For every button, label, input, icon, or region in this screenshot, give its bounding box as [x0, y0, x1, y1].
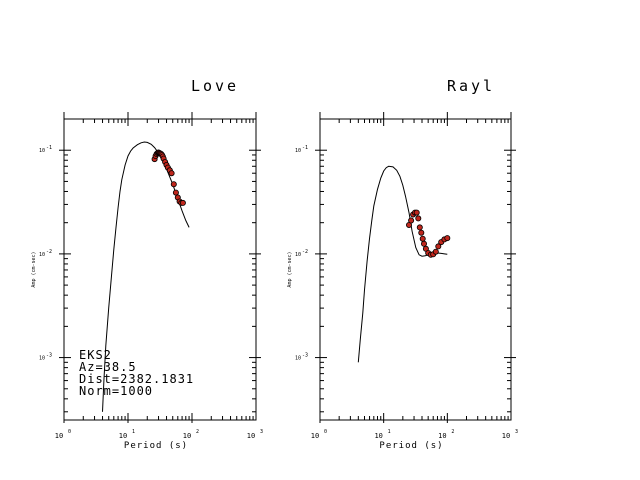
annotation-line: Az=38.5: [79, 360, 137, 374]
y-tick-label: 10: [295, 356, 301, 362]
y-axis-label: Amp (cm-sec): [287, 251, 293, 287]
x-axis-label: Period (s): [124, 441, 188, 451]
observed-point: [420, 240, 427, 247]
y-tick-label: 10: [295, 252, 301, 258]
observed-point: [413, 209, 420, 216]
model-curve: [357, 165, 448, 363]
model-curve: [102, 141, 190, 412]
x-tick-label: 10: [502, 432, 510, 440]
y-axis-label: Amp (cm-sec): [31, 251, 37, 287]
x-tick-label-exponent: 3: [260, 429, 263, 435]
y-tick-label-exponent: -3: [302, 353, 308, 359]
plot-frame: [319, 118, 512, 421]
y-tick-label: 10: [39, 148, 45, 154]
observed-point: [416, 224, 423, 231]
observed-point: [415, 215, 422, 222]
y-tick-label-exponent: -1: [46, 145, 52, 151]
chart-title: Love: [191, 77, 239, 95]
x-tick-label-exponent: 2: [196, 429, 199, 435]
observed-point: [179, 199, 186, 206]
y-tick-label-exponent: -2: [46, 249, 52, 255]
x-axis-label: Period (s): [379, 441, 443, 451]
observed-point: [432, 248, 439, 255]
x-tick-label: 10: [311, 432, 319, 440]
observed-point: [168, 170, 175, 177]
x-tick-label: 10: [438, 432, 446, 440]
observed-point: [172, 189, 179, 196]
observed-point: [435, 243, 442, 250]
x-tick-label: 10: [55, 432, 63, 440]
annotation-line: EKS2: [79, 348, 112, 362]
x-tick-label-exponent: 0: [324, 429, 327, 435]
y-tick-label-exponent: -3: [46, 353, 52, 359]
chart-title: Rayl: [447, 77, 495, 95]
y-tick-label-exponent: -2: [302, 249, 308, 255]
x-tick-label: 10: [119, 432, 127, 440]
x-tick-label: 10: [183, 432, 191, 440]
x-tick-label-exponent: 0: [68, 429, 71, 435]
x-tick-label-exponent: 1: [388, 429, 391, 435]
x-tick-label-exponent: 3: [515, 429, 518, 435]
x-tick-label: 10: [374, 432, 382, 440]
observed-point: [419, 235, 426, 242]
y-tick-label: 10: [39, 356, 45, 362]
x-tick-label-exponent: 1: [132, 429, 135, 435]
observed-point: [408, 217, 415, 224]
observed-point: [444, 235, 451, 242]
annotation-line: Dist=2382.1831: [79, 372, 194, 386]
x-tick-label: 10: [247, 432, 255, 440]
y-tick-label-exponent: -1: [302, 145, 308, 151]
observed-point: [170, 181, 177, 188]
annotation-line: Norm=1000: [79, 384, 153, 398]
y-tick-label: 10: [295, 148, 301, 154]
observed-point: [418, 229, 425, 236]
x-tick-label-exponent: 2: [451, 429, 454, 435]
y-tick-label: 10: [39, 252, 45, 258]
